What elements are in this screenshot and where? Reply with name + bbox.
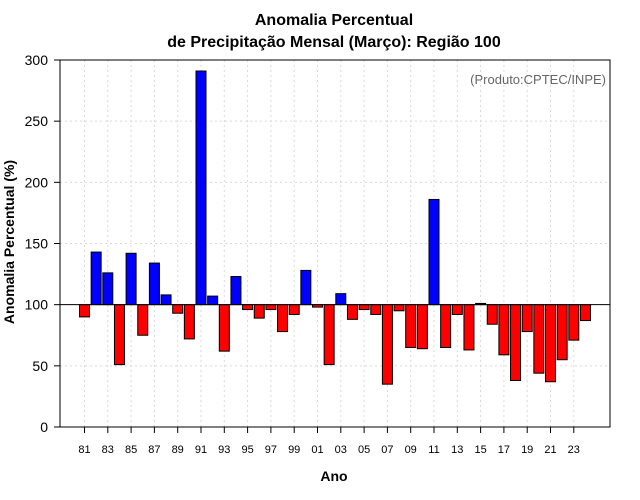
- x-tick-label: 85: [125, 444, 137, 456]
- x-tick-label: 89: [172, 444, 184, 456]
- y-tick-label: 250: [25, 113, 49, 129]
- x-tick-label: 15: [474, 444, 486, 456]
- x-tick-label: 07: [381, 444, 393, 456]
- chart-title-line2: de Precipitação Mensal (Março): Região 1…: [167, 34, 501, 51]
- bar-94: [230, 276, 242, 306]
- bar-92: [207, 295, 219, 306]
- bar-04: [346, 304, 358, 320]
- source-annotation: (Produto:CPTEC/INPE): [470, 72, 606, 87]
- x-tick-label: 11: [428, 444, 439, 456]
- bar-03: [335, 293, 347, 306]
- bar-91: [195, 70, 207, 306]
- bar-14: [463, 304, 475, 351]
- bar-24: [579, 304, 591, 322]
- bar-08: [393, 304, 405, 312]
- x-tick-label: 03: [335, 444, 347, 456]
- bar-05: [358, 304, 370, 311]
- x-tick-label: 91: [195, 444, 207, 456]
- y-axis-label: Anomalia Percentual (%): [1, 160, 17, 324]
- y-tick-label: 200: [25, 174, 49, 190]
- bar-98: [277, 304, 289, 333]
- y-tick-label: 0: [40, 419, 48, 435]
- x-tick-label: 21: [544, 444, 556, 456]
- bar-20: [533, 304, 545, 374]
- y-tick-label: 150: [25, 236, 49, 252]
- x-tick-label: 05: [358, 444, 370, 456]
- bar-07: [381, 304, 393, 385]
- x-tick-label: 99: [288, 444, 300, 456]
- bar-00: [300, 269, 312, 306]
- bar-17: [498, 304, 510, 356]
- bar-96: [253, 304, 265, 319]
- bar-97: [265, 304, 277, 311]
- x-tick-label: 17: [498, 444, 510, 456]
- bar-87: [148, 262, 160, 306]
- y-tick-label: 100: [25, 297, 49, 313]
- x-axis-label: Ano: [320, 468, 347, 484]
- bar-81: [79, 304, 90, 318]
- y-axis: 0 50 100 150 200 250 300: [25, 52, 60, 435]
- y-tick-label: 300: [25, 52, 49, 68]
- chart-title-line1: Anomalia Percentual: [255, 12, 413, 29]
- bar-83: [102, 272, 114, 306]
- bar-11: [428, 198, 440, 306]
- bar-88: [160, 294, 172, 306]
- x-tick-label: 09: [405, 444, 417, 456]
- bar-84: [113, 304, 125, 366]
- bar-95: [242, 304, 254, 311]
- bar-12: [440, 304, 452, 348]
- bar-02: [323, 304, 335, 366]
- bar-23: [568, 304, 580, 341]
- bar-06: [370, 304, 382, 315]
- bar-89: [172, 304, 184, 314]
- bar-22: [556, 304, 568, 361]
- x-tick-label: 81: [78, 444, 90, 456]
- bar-09: [405, 304, 417, 348]
- x-tick-label: 95: [241, 444, 253, 456]
- bar-93: [218, 304, 230, 352]
- bar-90: [183, 304, 195, 340]
- x-axis: 81 83 85 87 89 91 93 95 97 99 01 03 05 07 09 11 13 15 17 19…: [78, 427, 580, 456]
- bar-10: [416, 304, 428, 350]
- bar-18: [510, 304, 522, 382]
- x-tick-label: 23: [568, 444, 580, 456]
- x-tick-label: 13: [451, 444, 463, 456]
- bar-19: [521, 304, 533, 333]
- bar-16: [486, 304, 498, 325]
- bars: [79, 70, 591, 385]
- x-tick-label: 01: [311, 444, 323, 456]
- grid: [60, 59, 610, 428]
- bar-21: [545, 304, 556, 383]
- bar-99: [288, 304, 300, 315]
- x-tick-label: 97: [265, 444, 277, 456]
- bar-13: [451, 304, 463, 315]
- bar-85: [125, 252, 137, 306]
- bar-86: [137, 304, 149, 336]
- bar-82: [90, 251, 102, 306]
- x-tick-label: 87: [148, 444, 160, 456]
- y-tick-label: 50: [32, 358, 48, 374]
- x-tick-label: 93: [218, 444, 230, 456]
- x-tick-label: 83: [102, 444, 114, 456]
- x-tick-label: 19: [521, 444, 533, 456]
